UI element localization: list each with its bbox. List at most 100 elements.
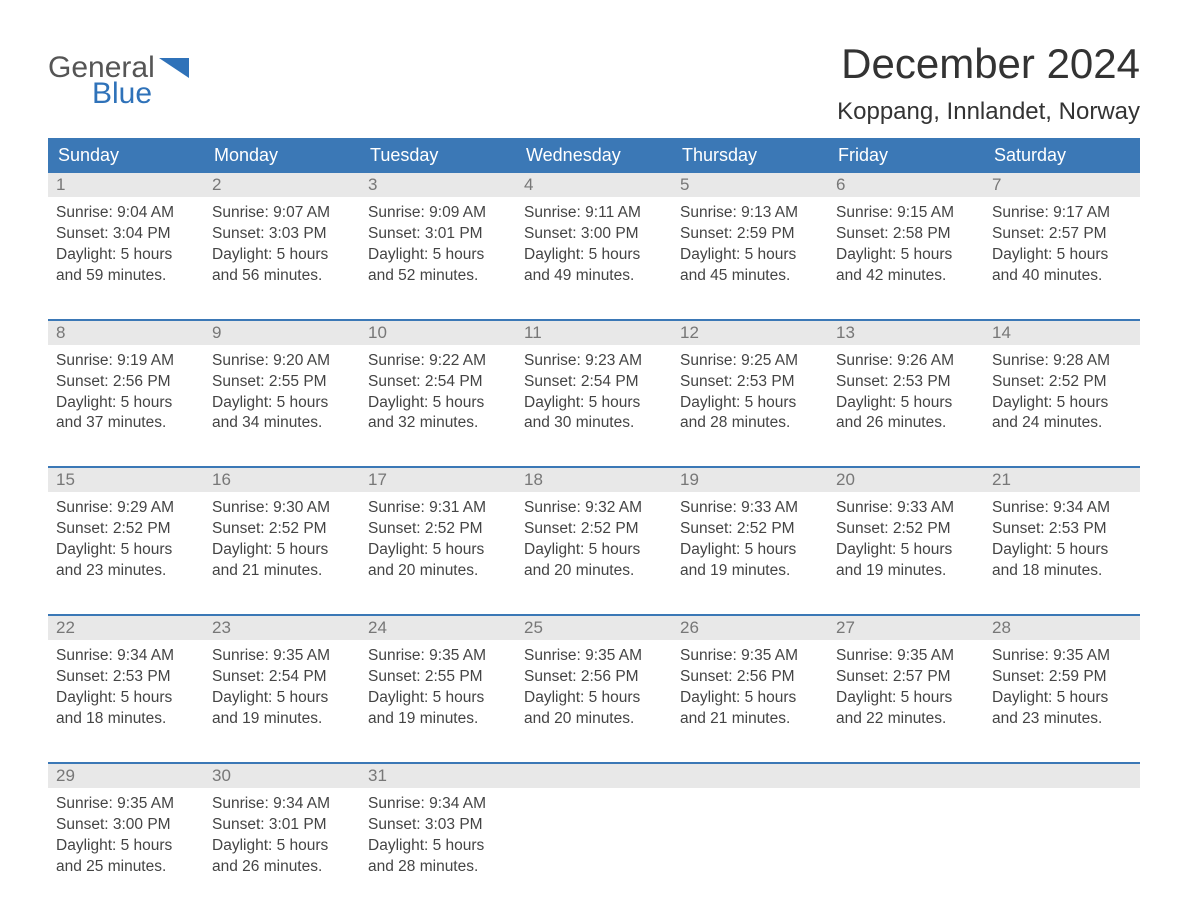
daylight-line-2: and 19 minutes. bbox=[836, 561, 976, 582]
day-number-strip: 1234567 bbox=[48, 173, 1140, 197]
sunrise-line: Sunrise: 9:04 AM bbox=[56, 203, 196, 224]
daylight-line-2: and 20 minutes. bbox=[524, 709, 664, 730]
daylight-line-2: and 19 minutes. bbox=[680, 561, 820, 582]
day-cells-row: Sunrise: 9:19 AMSunset: 2:56 PMDaylight:… bbox=[48, 345, 1140, 441]
day-number-strip: 293031 bbox=[48, 764, 1140, 788]
sunset-line: Sunset: 2:52 PM bbox=[212, 519, 352, 540]
day-number: 27 bbox=[828, 616, 984, 640]
daylight-line-2: and 40 minutes. bbox=[992, 266, 1132, 287]
daylight-line-2: and 21 minutes. bbox=[680, 709, 820, 730]
daylight-line-1: Daylight: 5 hours bbox=[992, 393, 1132, 414]
sunrise-line: Sunrise: 9:32 AM bbox=[524, 498, 664, 519]
sunrise-line: Sunrise: 9:29 AM bbox=[56, 498, 196, 519]
sunrise-line: Sunrise: 9:33 AM bbox=[680, 498, 820, 519]
daylight-line-2: and 28 minutes. bbox=[368, 857, 508, 878]
daylight-line-1: Daylight: 5 hours bbox=[992, 540, 1132, 561]
daylight-line-1: Daylight: 5 hours bbox=[56, 245, 196, 266]
daylight-line-2: and 19 minutes. bbox=[368, 709, 508, 730]
day-number: 13 bbox=[828, 321, 984, 345]
day-cell: Sunrise: 9:26 AMSunset: 2:53 PMDaylight:… bbox=[828, 345, 984, 441]
sunset-line: Sunset: 3:00 PM bbox=[524, 224, 664, 245]
day-number: 17 bbox=[360, 468, 516, 492]
day-number: 16 bbox=[204, 468, 360, 492]
day-cells-row: Sunrise: 9:35 AMSunset: 3:00 PMDaylight:… bbox=[48, 788, 1140, 884]
sunset-line: Sunset: 2:52 PM bbox=[524, 519, 664, 540]
day-cell: Sunrise: 9:34 AMSunset: 3:03 PMDaylight:… bbox=[360, 788, 516, 884]
day-cell: Sunrise: 9:34 AMSunset: 3:01 PMDaylight:… bbox=[204, 788, 360, 884]
sunset-line: Sunset: 3:03 PM bbox=[368, 815, 508, 836]
daylight-line-1: Daylight: 5 hours bbox=[212, 393, 352, 414]
daylight-line-1: Daylight: 5 hours bbox=[212, 836, 352, 857]
day-number: 4 bbox=[516, 173, 672, 197]
sunrise-line: Sunrise: 9:09 AM bbox=[368, 203, 508, 224]
day-number: 26 bbox=[672, 616, 828, 640]
daylight-line-2: and 26 minutes. bbox=[212, 857, 352, 878]
day-cell: Sunrise: 9:34 AMSunset: 2:53 PMDaylight:… bbox=[48, 640, 204, 736]
day-cell: Sunrise: 9:35 AMSunset: 3:00 PMDaylight:… bbox=[48, 788, 204, 884]
daylight-line-1: Daylight: 5 hours bbox=[56, 836, 196, 857]
sunrise-line: Sunrise: 9:35 AM bbox=[680, 646, 820, 667]
daylight-line-1: Daylight: 5 hours bbox=[212, 688, 352, 709]
weekday-header: Friday bbox=[828, 138, 984, 173]
day-cell: Sunrise: 9:33 AMSunset: 2:52 PMDaylight:… bbox=[828, 492, 984, 588]
day-cell: Sunrise: 9:19 AMSunset: 2:56 PMDaylight:… bbox=[48, 345, 204, 441]
daylight-line-1: Daylight: 5 hours bbox=[212, 540, 352, 561]
daylight-line-2: and 21 minutes. bbox=[212, 561, 352, 582]
day-number bbox=[516, 764, 672, 788]
daylight-line-1: Daylight: 5 hours bbox=[56, 540, 196, 561]
day-number-strip: 891011121314 bbox=[48, 321, 1140, 345]
sunrise-line: Sunrise: 9:35 AM bbox=[524, 646, 664, 667]
day-cells-row: Sunrise: 9:29 AMSunset: 2:52 PMDaylight:… bbox=[48, 492, 1140, 588]
day-cell: Sunrise: 9:13 AMSunset: 2:59 PMDaylight:… bbox=[672, 197, 828, 293]
weekday-header: Sunday bbox=[48, 138, 204, 173]
calendar-week: 15161718192021Sunrise: 9:29 AMSunset: 2:… bbox=[48, 466, 1140, 588]
day-cell: Sunrise: 9:17 AMSunset: 2:57 PMDaylight:… bbox=[984, 197, 1140, 293]
day-cell: Sunrise: 9:35 AMSunset: 2:57 PMDaylight:… bbox=[828, 640, 984, 736]
sunset-line: Sunset: 2:57 PM bbox=[836, 667, 976, 688]
day-cell: Sunrise: 9:07 AMSunset: 3:03 PMDaylight:… bbox=[204, 197, 360, 293]
daylight-line-2: and 34 minutes. bbox=[212, 413, 352, 434]
day-cell: Sunrise: 9:33 AMSunset: 2:52 PMDaylight:… bbox=[672, 492, 828, 588]
sunset-line: Sunset: 2:59 PM bbox=[680, 224, 820, 245]
day-cell bbox=[984, 788, 1140, 884]
day-number bbox=[984, 764, 1140, 788]
day-cell: Sunrise: 9:31 AMSunset: 2:52 PMDaylight:… bbox=[360, 492, 516, 588]
daylight-line-2: and 22 minutes. bbox=[836, 709, 976, 730]
daylight-line-1: Daylight: 5 hours bbox=[368, 688, 508, 709]
day-number: 22 bbox=[48, 616, 204, 640]
sunset-line: Sunset: 2:55 PM bbox=[212, 372, 352, 393]
sunset-line: Sunset: 2:56 PM bbox=[680, 667, 820, 688]
day-number-strip: 22232425262728 bbox=[48, 616, 1140, 640]
daylight-line-1: Daylight: 5 hours bbox=[680, 393, 820, 414]
daylight-line-2: and 20 minutes. bbox=[524, 561, 664, 582]
sunrise-line: Sunrise: 9:35 AM bbox=[836, 646, 976, 667]
daylight-line-2: and 18 minutes. bbox=[56, 709, 196, 730]
day-number: 25 bbox=[516, 616, 672, 640]
sunset-line: Sunset: 2:59 PM bbox=[992, 667, 1132, 688]
daylight-line-1: Daylight: 5 hours bbox=[524, 540, 664, 561]
daylight-line-1: Daylight: 5 hours bbox=[524, 393, 664, 414]
daylight-line-2: and 32 minutes. bbox=[368, 413, 508, 434]
daylight-line-1: Daylight: 5 hours bbox=[836, 540, 976, 561]
day-cell: Sunrise: 9:29 AMSunset: 2:52 PMDaylight:… bbox=[48, 492, 204, 588]
day-number: 3 bbox=[360, 173, 516, 197]
sunrise-line: Sunrise: 9:33 AM bbox=[836, 498, 976, 519]
weekday-header: Wednesday bbox=[516, 138, 672, 173]
brand-part2: Blue bbox=[92, 78, 155, 110]
day-cell: Sunrise: 9:11 AMSunset: 3:00 PMDaylight:… bbox=[516, 197, 672, 293]
sunrise-line: Sunrise: 9:35 AM bbox=[368, 646, 508, 667]
daylight-line-1: Daylight: 5 hours bbox=[368, 836, 508, 857]
day-number: 5 bbox=[672, 173, 828, 197]
day-number: 9 bbox=[204, 321, 360, 345]
daylight-line-1: Daylight: 5 hours bbox=[992, 245, 1132, 266]
sunset-line: Sunset: 2:53 PM bbox=[836, 372, 976, 393]
brand-logo: General Blue bbox=[48, 40, 189, 109]
sunset-line: Sunset: 2:57 PM bbox=[992, 224, 1132, 245]
sunset-line: Sunset: 3:03 PM bbox=[212, 224, 352, 245]
daylight-line-1: Daylight: 5 hours bbox=[524, 688, 664, 709]
daylight-line-2: and 20 minutes. bbox=[368, 561, 508, 582]
sunset-line: Sunset: 2:52 PM bbox=[56, 519, 196, 540]
calendar-weeks: 1234567Sunrise: 9:04 AMSunset: 3:04 PMDa… bbox=[48, 173, 1140, 883]
sunrise-line: Sunrise: 9:34 AM bbox=[992, 498, 1132, 519]
sunset-line: Sunset: 2:54 PM bbox=[368, 372, 508, 393]
